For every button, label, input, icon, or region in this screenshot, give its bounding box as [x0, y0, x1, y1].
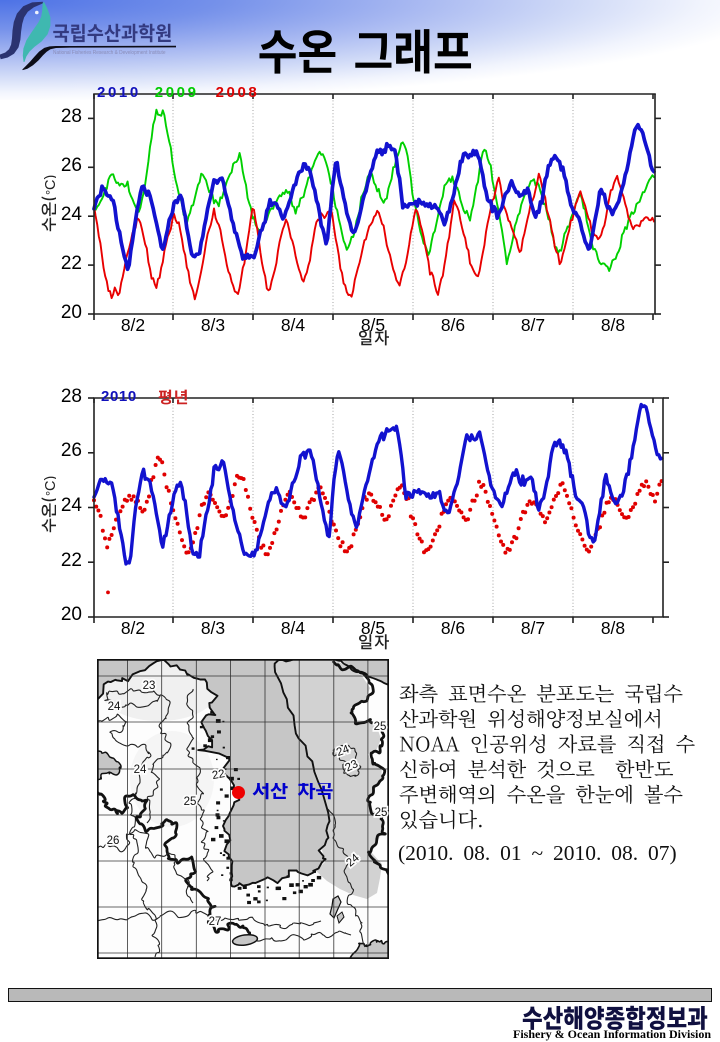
svg-text:24: 24: [108, 701, 121, 713]
svg-text:C): C): [43, 175, 56, 190]
svg-text:°: °: [43, 491, 56, 496]
svg-text:25: 25: [184, 796, 197, 808]
svg-text:25: 25: [374, 721, 387, 733]
svg-text:°: °: [43, 190, 56, 195]
svg-text:27: 27: [209, 916, 222, 928]
svg-text:25: 25: [375, 807, 388, 819]
svg-text:C): C): [43, 476, 56, 491]
svg-text:26: 26: [107, 835, 120, 847]
svg-text:24: 24: [134, 764, 147, 776]
svg-text:23: 23: [143, 680, 156, 692]
svg-text:22: 22: [211, 768, 226, 782]
